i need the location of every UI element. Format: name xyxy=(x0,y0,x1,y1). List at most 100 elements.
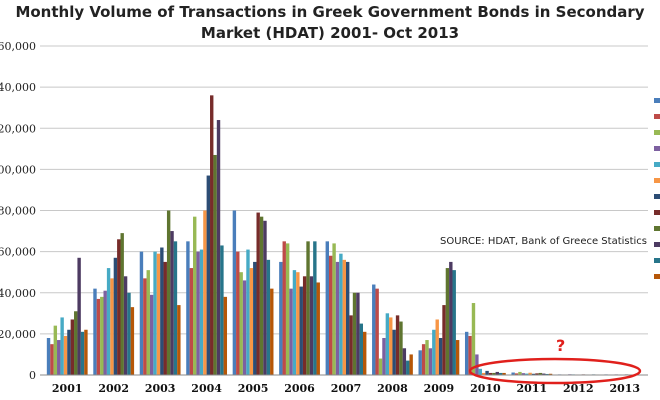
x-tick-label: 2003 xyxy=(145,382,176,395)
y-axis-ticks: 0 20,000 40,000 60,000 80,000 100,000 120,000 1… xyxy=(0,40,36,382)
bar xyxy=(53,325,58,375)
legend-swatch xyxy=(654,114,660,119)
bar xyxy=(117,239,121,375)
legend-swatch xyxy=(654,130,660,135)
bar xyxy=(378,358,383,375)
bar xyxy=(432,329,436,375)
y-tick-label: 20,000 xyxy=(0,328,36,341)
bar xyxy=(67,329,71,375)
bar xyxy=(153,251,157,376)
bar xyxy=(123,276,128,375)
bar xyxy=(535,373,539,375)
legend-swatch xyxy=(654,274,660,279)
bar xyxy=(435,319,439,375)
bar xyxy=(488,372,493,375)
bar xyxy=(259,216,264,375)
bar xyxy=(385,313,390,375)
bar xyxy=(93,288,97,375)
x-tick-label: 2008 xyxy=(377,382,408,395)
bar xyxy=(256,212,260,375)
bar xyxy=(63,335,68,375)
chart-title-line-2: Market (HDAT) 2001- Oct 2013 xyxy=(200,24,460,42)
bar xyxy=(210,95,214,375)
bar xyxy=(389,317,393,375)
bar xyxy=(495,371,499,375)
bar xyxy=(186,241,190,375)
bar xyxy=(514,373,519,375)
bar xyxy=(193,216,197,375)
y-tick-label: 80,000 xyxy=(0,205,36,218)
bar xyxy=(70,319,75,375)
bar xyxy=(542,373,546,375)
bar xyxy=(74,311,78,375)
bar xyxy=(242,280,247,375)
bar xyxy=(60,317,64,375)
legend-swatch xyxy=(654,98,660,103)
bar xyxy=(189,268,194,375)
bar xyxy=(329,255,333,375)
legend-swatch xyxy=(654,178,660,183)
bar xyxy=(46,337,51,375)
bar xyxy=(464,331,469,375)
bar xyxy=(525,373,529,375)
x-tick-label: 2010 xyxy=(470,382,501,395)
bar xyxy=(77,257,81,375)
bar xyxy=(332,243,336,375)
x-tick-label: 2004 xyxy=(191,382,222,395)
bar xyxy=(325,241,329,375)
bar xyxy=(84,329,88,375)
bar xyxy=(177,305,181,375)
bar xyxy=(103,290,107,375)
bar xyxy=(511,372,515,375)
y-tick-label: 120,000 xyxy=(0,122,36,135)
bar xyxy=(285,243,290,375)
bar xyxy=(299,286,303,375)
bar xyxy=(492,372,496,375)
bar xyxy=(156,253,161,375)
bar xyxy=(149,294,154,375)
x-tick-label: 2012 xyxy=(563,382,594,395)
bar xyxy=(342,259,346,375)
bar xyxy=(382,337,386,375)
y-tick-label: 0 xyxy=(29,369,36,382)
legend-swatch xyxy=(654,146,660,151)
bar xyxy=(206,175,211,375)
bar xyxy=(263,220,267,375)
question-mark-callout: ? xyxy=(556,336,565,355)
legend-swatch xyxy=(654,242,660,247)
bar xyxy=(402,348,407,375)
bar xyxy=(270,288,274,375)
bar xyxy=(96,298,101,375)
bar xyxy=(438,337,443,375)
bar xyxy=(146,270,150,375)
bar xyxy=(406,360,410,375)
bar xyxy=(545,373,549,375)
bar xyxy=(120,233,124,375)
bar xyxy=(445,268,450,375)
x-axis-ticks: 2001 2002 2003 2004 2005 2006 2007 2008 2009 2010… xyxy=(52,382,640,395)
bar xyxy=(352,292,357,375)
bar xyxy=(199,249,204,375)
y-tick-label: 40,000 xyxy=(0,287,36,300)
bar xyxy=(452,270,456,375)
bar xyxy=(442,305,446,375)
chart-title-line-1: Monthly Volume of Transactions in Greek … xyxy=(15,3,645,21)
bar xyxy=(316,282,320,375)
bar xyxy=(409,354,413,375)
x-tick-label: 2007 xyxy=(331,382,362,395)
bar xyxy=(455,340,460,375)
bar xyxy=(279,261,283,375)
x-tick-label: 2005 xyxy=(238,382,269,395)
legend xyxy=(654,98,660,279)
bar xyxy=(339,253,343,375)
bar xyxy=(478,368,482,375)
y-tick-label: 160,000 xyxy=(0,40,36,53)
bar xyxy=(163,261,167,375)
legend-swatch xyxy=(654,162,660,167)
bar xyxy=(313,241,317,375)
bar xyxy=(113,257,118,375)
x-tick-label: 2001 xyxy=(52,382,83,395)
bar xyxy=(399,321,403,375)
bars xyxy=(46,95,639,376)
